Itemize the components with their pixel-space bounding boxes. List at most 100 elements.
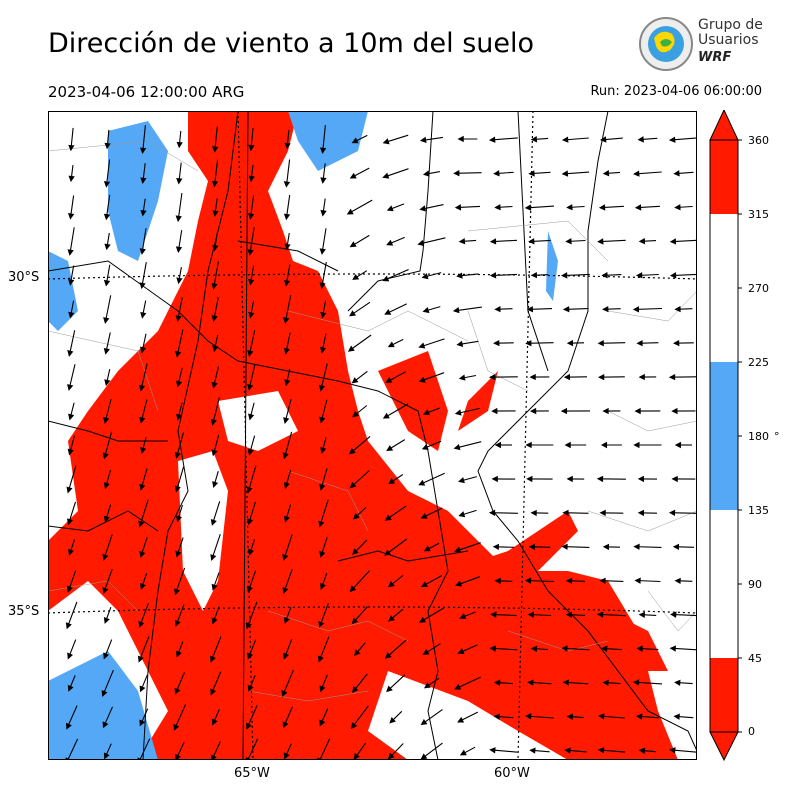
wind-arrow-head	[672, 543, 680, 551]
wind-arrow-head	[456, 340, 464, 347]
wind-arrow-head	[103, 181, 111, 188]
wind-arrow-head	[175, 550, 182, 558]
wind-arrow-head	[421, 273, 429, 280]
wind-direction-map	[48, 111, 697, 760]
wind-arrow-head	[418, 376, 426, 383]
wind-arrow-head	[597, 713, 605, 720]
wind-arrow-head	[349, 585, 357, 593]
wind-arrow-head	[320, 311, 327, 319]
wind-arrow-head	[104, 379, 111, 387]
wind-arrow-head	[175, 215, 182, 223]
wind-arrow-head	[247, 684, 254, 692]
wind-arrow-head	[282, 587, 289, 594]
wind-arrow-head	[597, 747, 605, 754]
wind-arrow-head	[421, 443, 429, 450]
wind-arrow-head	[529, 407, 537, 415]
wind-arrow-head	[319, 416, 326, 424]
wind-arrow-head	[175, 754, 181, 760]
wind-arrow-head	[212, 481, 219, 488]
wind-arrow-head	[418, 342, 426, 349]
wind-arrow-head	[176, 515, 183, 523]
wind-arrow-head	[284, 379, 291, 387]
wind-arrow-head	[247, 383, 254, 391]
logo-wrf: WRF	[698, 50, 732, 65]
wind-arrow-head	[494, 679, 501, 686]
wind-arrow-head	[493, 340, 500, 347]
wind-arrow-head	[494, 204, 501, 211]
wind-arrow-head	[68, 144, 75, 152]
wind-arrow-head	[420, 512, 428, 519]
run-time: Run: 2023-04-06 06:00:00	[590, 84, 762, 99]
wind-arrow-head	[494, 305, 501, 313]
wind-arrow-head	[528, 238, 535, 245]
wind-arrow-head	[384, 549, 392, 556]
wind-arrow-head	[602, 407, 609, 415]
wind-arrow-head	[281, 690, 288, 698]
wind-arrow-head	[422, 170, 430, 177]
wind-arrow-head	[247, 652, 254, 660]
wind-arrow-head	[674, 204, 681, 211]
wind-arrow-head	[673, 170, 680, 177]
wind-arrow-head	[637, 136, 644, 143]
wind-arrow-head	[561, 170, 569, 177]
wind-arrow-head	[386, 239, 394, 246]
wind-arrow-head	[139, 248, 146, 255]
wind-arrow-head	[283, 317, 290, 324]
wind-arrow-head	[209, 655, 216, 663]
wind-arrow-head	[634, 577, 641, 584]
wind-arrow-head	[103, 616, 110, 624]
wind-arrow-head	[385, 377, 393, 383]
wind-arrow-head	[493, 713, 501, 720]
wind-arrow-head	[524, 577, 532, 584]
wind-arrow-head	[561, 543, 568, 550]
wind-arrow-head	[669, 747, 676, 754]
wind-arrow-head	[176, 277, 183, 285]
wind-arrow-head	[423, 409, 430, 416]
wind-arrow-head	[68, 548, 75, 556]
wind-arrow-head	[139, 282, 146, 290]
wind-arrow-head	[417, 239, 425, 247]
wind-arrow-head	[349, 241, 357, 248]
wind-arrow-head	[457, 135, 464, 143]
wind-arrow-head	[384, 514, 392, 521]
wind-arrow-head	[565, 577, 573, 585]
colorbar	[709, 110, 742, 762]
wind-arrow-head	[638, 373, 645, 381]
wind-arrow-head	[351, 137, 359, 144]
wind-arrow-head	[674, 441, 682, 449]
wind-arrow-head	[525, 713, 532, 720]
wind-arrow-head	[211, 381, 218, 389]
lat-label-30s: 30°S	[8, 270, 40, 285]
wind-arrow-head	[382, 412, 390, 419]
wind-arrow-head	[561, 136, 569, 143]
wind-arrow-head	[137, 655, 144, 663]
province-borders	[48, 111, 697, 760]
wind-arrow-head	[319, 582, 326, 590]
wind-arrow-head	[66, 486, 73, 494]
wind-arrow-head	[636, 339, 643, 347]
wind-arrow-head	[68, 311, 75, 319]
wrf-logo: Grupo de Usuarios WRF	[638, 16, 768, 76]
wind-arrow-head	[454, 204, 462, 211]
wind-arrow-head	[459, 749, 467, 756]
wind-arrow-head	[530, 136, 538, 143]
wind-arrow-head	[494, 441, 502, 449]
wind-arrow-head	[454, 409, 462, 416]
wind-arrow-head	[638, 747, 646, 754]
colorbar-tick-180: 180	[748, 430, 769, 443]
wind-arrow-head	[246, 585, 253, 593]
wind-arrow-head	[382, 138, 390, 145]
wind-arrow-head	[211, 180, 219, 188]
wind-arrow-head	[102, 452, 109, 460]
wind-arrow-head	[103, 317, 110, 324]
wind-arrow-head	[668, 509, 676, 517]
wind-arrow-head	[174, 619, 181, 627]
wind-arrow-head	[103, 515, 110, 523]
wind-arrow-head	[672, 340, 680, 347]
wind-arrow-head	[101, 690, 108, 698]
department-borders	[48, 140, 697, 702]
wind-arrow-head	[139, 147, 147, 155]
wind-arrow-head	[562, 509, 569, 517]
wind-arrow-head	[530, 645, 538, 653]
wind-arrow-head	[176, 413, 183, 421]
